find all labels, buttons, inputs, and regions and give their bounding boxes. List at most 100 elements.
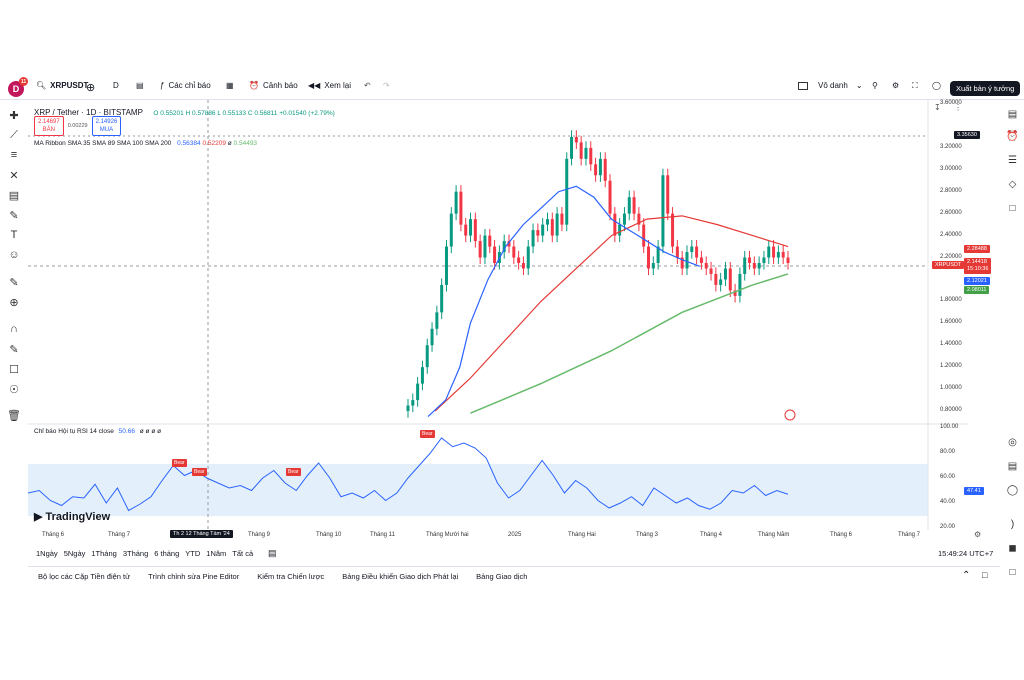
top-price-marker: 3.35630 <box>954 131 980 139</box>
compare-plus-icon[interactable]: ⊕ <box>86 82 96 94</box>
candle <box>570 136 574 159</box>
range-button[interactable]: Tất cả <box>232 549 254 558</box>
price-axis[interactable]: 3.60000 3.20000 3.00000 2.80000 2.60000 2.400… <box>932 100 1000 530</box>
quick-search-icon[interactable]: ⚲ <box>872 81 878 90</box>
watchlist-icon[interactable]: ▤ <box>1007 109 1018 120</box>
time-axis[interactable]: Tháng 6 Tháng 7 Tháng 9 Tháng 10 Tháng 11 Thá… <box>28 530 928 542</box>
alerts-button[interactable]: ⏰ Cảnh báo <box>249 81 298 90</box>
chart-area[interactable]: XRP / Tether · 1D · BITSTAMP O 0.55201 H… <box>28 100 1000 543</box>
emoji-icon[interactable]: ☺ <box>8 249 20 261</box>
ohlc-close: C 0.56811 <box>247 110 278 117</box>
search-icon: 🔍︎ <box>36 81 47 90</box>
clock-display[interactable]: 15:49:24 UTC+7 <box>938 549 994 558</box>
candle <box>622 213 626 225</box>
range-button[interactable]: YTD <box>185 549 201 558</box>
ohlc-low: L 0.55133 <box>217 110 247 117</box>
price-tick-label: 1.60000 <box>940 319 962 326</box>
range-button[interactable]: 1Tháng <box>91 549 117 558</box>
maximize-panel-icon[interactable]: □ <box>982 570 988 580</box>
panel-tab[interactable]: Bảng Điều khiển Giao dịch Phát lại <box>342 572 459 581</box>
redo-icon[interactable]: ↷ <box>383 81 390 90</box>
rsi-tick-label: 80.00 <box>940 449 956 455</box>
hotlist-icon[interactable]: ◯ <box>1006 485 1019 496</box>
bottom-panels-bar: Bộ lọc các Cặp Tiền điện tử Trình chỉnh s… <box>28 566 1000 587</box>
collapse-chevron-icon[interactable]: ⌃ <box>962 570 971 581</box>
rsi-axis[interactable]: 100.00 80.00 60.00 40.00 20.00 <box>932 420 1000 530</box>
ma-ribbon-legend[interactable]: MA Ribbon SMA 35 SMA 89 SMA 100 SMA 200 … <box>34 140 258 147</box>
rsi-tick-label: 40.00 <box>940 499 956 505</box>
candle <box>757 263 761 269</box>
panel-tab[interactable]: Bộ lọc các Cặp Tiền điện tử <box>38 572 131 581</box>
notification-badge: 11 <box>19 77 28 86</box>
notifications-bell-icon[interactable]: ◼ <box>1008 543 1017 554</box>
publish-button[interactable]: Xuất bản ý tưởng <box>950 81 1021 96</box>
zoom-in-icon[interactable]: ⊕ <box>9 296 19 309</box>
range-button[interactable]: 3Tháng <box>122 549 149 558</box>
candle <box>695 246 699 258</box>
candle <box>507 241 511 247</box>
range-button[interactable]: 6 tháng <box>154 549 180 558</box>
chat-icon[interactable]: □ <box>1009 203 1016 214</box>
panel-tab[interactable]: Bảng Giao dịch <box>476 572 528 581</box>
candle-type-icon[interactable]: ▤ <box>136 81 144 90</box>
candle <box>733 290 737 296</box>
price-tick-label: 3.00000 <box>940 165 962 172</box>
undo-icon[interactable]: ↶ <box>364 81 371 90</box>
panel-tab[interactable]: Kiểm tra Chiến lược <box>257 572 325 581</box>
settings-gear-icon[interactable]: ⚙ <box>892 81 900 90</box>
more-options-icon[interactable]: ⋮ <box>954 103 962 112</box>
signal-icon[interactable]: ) <box>1010 519 1015 530</box>
templates-grid-icon[interactable]: ▦ <box>226 81 234 90</box>
ruler-icon[interactable]: ✎ <box>9 276 19 289</box>
candle <box>584 147 588 159</box>
sell-button[interactable]: 2.14697 BÁN <box>34 116 64 136</box>
horizontal-lines-icon[interactable]: ≡ <box>10 149 18 161</box>
interval-button[interactable]: D <box>113 81 119 90</box>
target-icon[interactable]: ◎ <box>1008 437 1017 448</box>
crosshair-icon[interactable]: ✚ <box>9 109 19 122</box>
chevron-down-icon: ⌄ <box>855 81 863 90</box>
camera-icon[interactable]: ◯ <box>932 81 941 90</box>
time-tick-label: Tháng Mười hai <box>426 532 469 538</box>
sma-blue-tag: 2.12021 <box>964 277 990 285</box>
buy-button[interactable]: 2.14926 MUA <box>91 116 122 136</box>
fullscreen-icon[interactable]: ⛶ <box>912 81 918 90</box>
spread-value: 0.00229 <box>67 123 88 129</box>
candle <box>762 257 766 263</box>
alerts-clock-icon[interactable]: ⏰ <box>1006 131 1019 142</box>
user-avatar[interactable]: D 11 <box>8 77 28 97</box>
indicators-button[interactable]: ƒ Các chỉ báo <box>160 81 211 90</box>
trash-icon[interactable]: 🗑︎ <box>7 409 21 422</box>
legend-header: XRP / Tether · 1D · BITSTAMP O 0.55201 H… <box>34 102 335 120</box>
panel-tab[interactable]: Trình chỉnh sửa Pine Editor <box>148 572 240 581</box>
range-button[interactable]: 5Ngày <box>63 549 86 558</box>
object-tree-icon[interactable]: ☰ <box>1008 155 1017 166</box>
candle <box>545 219 549 225</box>
lock-icon[interactable]: ☐ <box>9 363 19 376</box>
range-button[interactable]: 1Năm <box>206 549 227 558</box>
price-chart-svg[interactable] <box>28 100 1000 543</box>
magnet-icon[interactable]: ∩ <box>10 323 18 335</box>
layout-menu[interactable]: Vô danh ⌄ <box>798 81 863 90</box>
candle <box>671 213 675 247</box>
replay-button[interactable]: ◀◀ Xem lại <box>308 81 351 90</box>
pencil-lock-icon[interactable]: ✎ <box>9 343 19 356</box>
help-icon[interactable]: □ <box>1009 567 1016 578</box>
trendline-icon[interactable]: ⟋ <box>10 128 18 141</box>
range-button[interactable]: 1Ngày <box>36 549 58 558</box>
ideas-icon[interactable]: ▤ <box>1007 461 1018 472</box>
candle <box>613 213 617 236</box>
axis-settings-icon[interactable]: ⚙ <box>974 530 982 539</box>
layers-icon[interactable]: ◇ <box>1008 179 1017 190</box>
fib-retracement-icon[interactable]: ▤ <box>8 189 20 202</box>
symbol-search[interactable]: 🔍︎ XRPUSDT <box>36 81 88 90</box>
text-tool-icon[interactable]: T <box>10 229 18 241</box>
date-range-icon[interactable]: ▤ <box>268 548 277 558</box>
download-icon[interactable]: ↧ <box>934 103 941 112</box>
rsi-legend[interactable]: Chỉ báo Hội tụ RSI 14 close 50.66 ø ø ø … <box>34 428 162 435</box>
ohlc-high: H 0.57886 <box>185 110 216 117</box>
eye-icon[interactable]: ☉ <box>9 383 19 396</box>
pitchfork-icon[interactable]: ✕ <box>9 169 19 182</box>
time-tick-label: Tháng 7 <box>108 532 131 538</box>
brush-icon[interactable]: ✎ <box>9 209 19 222</box>
